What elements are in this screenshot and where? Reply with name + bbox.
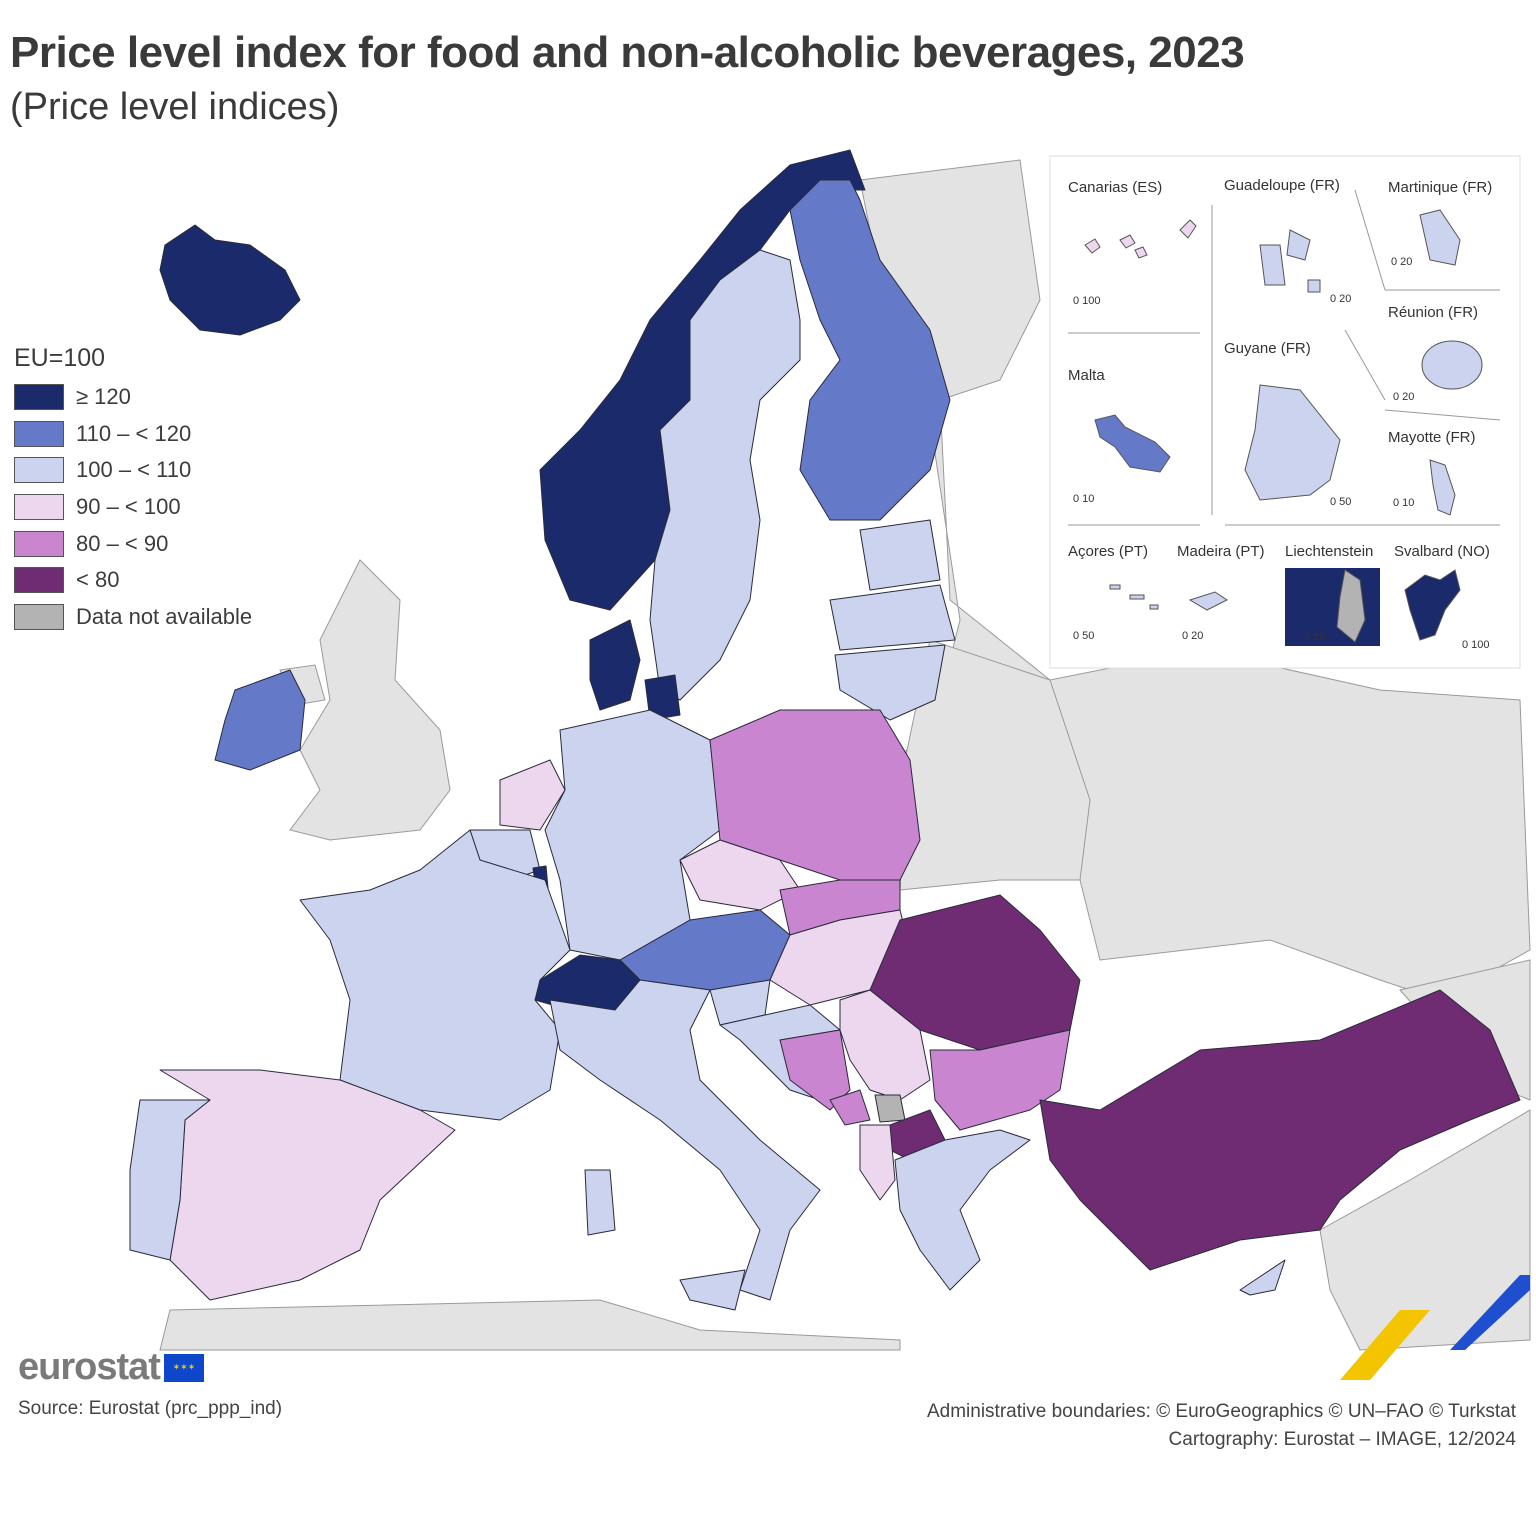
inset-madeira-scale: 0 20 [1182,630,1203,642]
map-subtitle: (Price level indices) [10,86,340,128]
inset-canarias-label: Canarias (ES) [1068,179,1162,196]
inset-martinique-scale: 0 20 [1391,256,1412,268]
legend-item: 90 – < 100 [14,489,252,526]
guadeloupe-shape [1259,229,1321,293]
greece[interactable] [894,1129,1031,1291]
uk-region [289,559,451,841]
legend-label: 100 – < 110 [76,457,192,483]
liechtenstein-bg [1285,568,1380,646]
iceland[interactable] [159,224,301,336]
reunion-shape [1421,340,1483,390]
data-countries [129,149,1521,1311]
legend-label: Data not available [76,603,253,629]
credits: Administrative boundaries: © EuroGeograp… [927,1398,1516,1454]
kosovo[interactable] [874,1094,906,1123]
legend-label: 90 – < 100 [76,494,181,520]
outside-countries [159,159,1531,1351]
legend: EU=100 ≥ 120 110 – < 120 100 – < 110 90 … [14,344,252,635]
inset-martinique-label: Martinique (FR) [1388,179,1492,196]
inset-svalbard-scale: 0 100 [1462,639,1490,651]
legend-swatch [14,420,64,447]
sicily[interactable] [679,1269,746,1311]
malta-shape [1094,414,1171,473]
legend-item: 80 – < 90 [14,525,252,562]
legend-swatch [14,530,64,557]
portugal[interactable] [129,1099,211,1261]
netherlands[interactable] [499,759,566,831]
legend-label: 80 – < 90 [76,530,169,556]
inset-mayotte-label: Mayotte (FR) [1388,429,1476,446]
credits-cartography: Cartography: Eurostat – IMAGE, 12/2024 [1168,1429,1516,1450]
lithuania[interactable] [834,644,946,721]
inset-liechtenstein-scale: 0 10 [1304,631,1325,643]
legend-swatch [14,457,64,484]
legend-item: 100 – < 110 [14,452,252,489]
latvia[interactable] [829,584,956,651]
finland[interactable] [789,179,951,521]
inset-malta-label: Malta [1068,367,1105,384]
inset-mayotte-scale: 0 10 [1393,497,1414,509]
ireland[interactable] [214,669,306,771]
sardinia[interactable] [584,1169,616,1236]
legend-item: ≥ 120 [14,379,252,416]
legend-label: 110 – < 120 [76,420,192,446]
inset-guyane-label: Guyane (FR) [1224,340,1311,357]
legend-title: EU=100 [14,344,106,372]
middle-east-region [1319,1109,1531,1351]
legend-item: < 80 [14,562,252,599]
eu-flag-icon: ✶✶✶ [163,1353,204,1382]
source-note: Source: Eurostat (prc_ppp_ind) [18,1398,283,1419]
inset-reunion-label: Réunion (FR) [1388,304,1478,321]
bulgaria[interactable] [929,1029,1071,1131]
inset-guadeloupe-scale: 0 20 [1330,293,1351,305]
denmark[interactable] [589,619,641,711]
mayotte-shape [1429,459,1456,516]
logo-text: eurostat [18,1346,161,1388]
denmark-islands[interactable] [644,674,681,721]
madeira-shape [1188,591,1228,611]
inset-acores-label: Açores (PT) [1068,543,1148,560]
map-title: Price level index for food and non-alcoh… [10,28,1245,77]
france[interactable] [299,829,571,1121]
legend-swatch [14,603,64,630]
inset-svalbard-label: Svalbard (NO) [1394,543,1490,560]
legend-swatch [14,494,64,521]
legend-item: 110 – < 120 [14,416,252,453]
inset-liechtenstein-label: Liechtenstein [1285,543,1373,560]
inset-panel: Canarias (ES) 0 100 Guadeloupe (FR) 0 20… [1049,155,1521,669]
inset-madeira-label: Madeira (PT) [1177,543,1265,560]
martinique-shape [1419,209,1461,266]
legend-item: Data not available [14,599,252,636]
italy[interactable] [549,979,821,1301]
inset-guyane-scale: 0 50 [1330,496,1351,508]
guyane-shape [1244,384,1341,501]
norway[interactable] [539,149,866,611]
canarias-shape [1084,219,1197,259]
acores-shape [1109,584,1159,610]
legend-label: ≥ 120 [76,384,131,410]
inset-guadeloupe-label: Guadeloupe (FR) [1224,177,1340,194]
sweden[interactable] [649,249,801,701]
svalbard-shape [1404,569,1461,641]
credits-boundaries: Administrative boundaries: © EuroGeograp… [926,1401,1516,1422]
legend-swatch [14,384,64,411]
decorative-ribbon [1340,1275,1530,1380]
inset-canarias-scale: 0 100 [1073,295,1101,307]
inset-malta-scale: 0 10 [1073,493,1094,505]
albania[interactable] [859,1124,896,1201]
cyprus[interactable] [1239,1259,1286,1296]
legend-label: < 80 [76,567,120,593]
eurostat-logo: eurostat ✶✶✶ [18,1346,204,1389]
inset-reunion-scale: 0 20 [1393,391,1414,403]
estonia[interactable] [859,519,941,591]
liechtenstein-shape [1336,569,1366,643]
inset-acores-scale: 0 50 [1073,630,1094,642]
north-africa-region [159,1299,901,1351]
montenegro[interactable] [829,1089,871,1126]
legend-swatch [14,567,64,594]
turkiye[interactable] [1039,989,1521,1271]
